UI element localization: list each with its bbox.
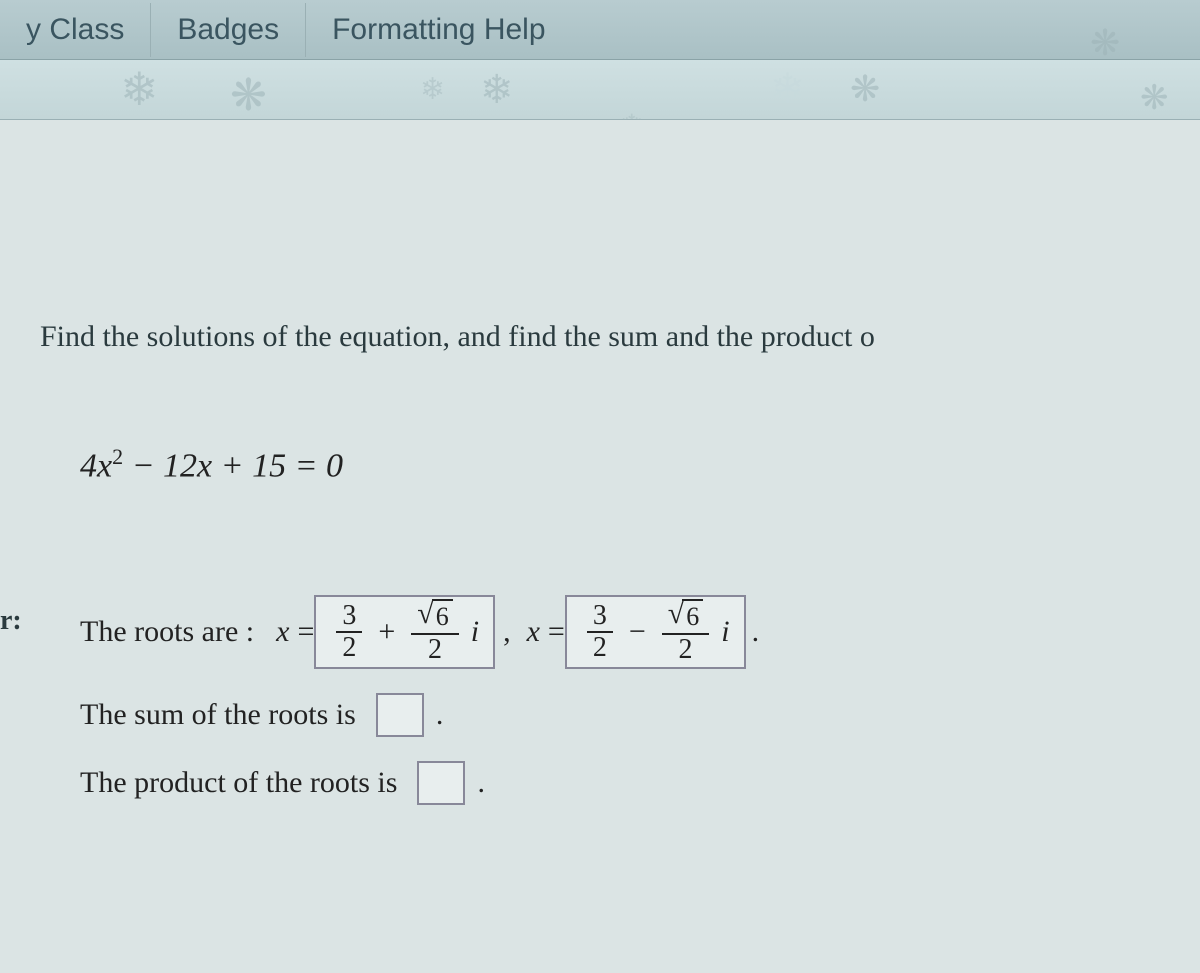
denominator: 2 — [673, 635, 699, 666]
product-line: The product of the roots is . — [80, 761, 1160, 805]
var-x: x — [527, 615, 540, 649]
operator-plus: + — [378, 615, 395, 649]
operator-minus: − — [629, 615, 646, 649]
tab-bar: y Class Badges Formatting Help — [0, 0, 1200, 60]
tab-badges[interactable]: Badges — [151, 3, 306, 57]
denominator: 2 — [587, 633, 613, 664]
tab-formatting-help[interactable]: Formatting Help — [306, 3, 571, 57]
answer-label-r: r: — [0, 605, 22, 637]
coef-a: 4 — [80, 447, 97, 484]
sum-line: The sum of the roots is . — [80, 693, 1160, 737]
product-input[interactable] — [417, 761, 465, 805]
coef-c: + 15 = 0 — [221, 447, 343, 484]
root2-input[interactable]: 3 2 − √6 2 i — [565, 595, 746, 669]
snowflake-icon: ❄ — [770, 64, 805, 114]
tab-class[interactable]: y Class — [0, 3, 151, 57]
numerator: 3 — [336, 601, 362, 634]
content-area: Find the solutions of the equation, and … — [0, 120, 1200, 973]
snowflake-icon: ❋ — [1140, 78, 1169, 118]
equals-sign: = — [297, 615, 314, 649]
snowflake-icon: ❋ — [230, 70, 267, 121]
imaginary-i: i — [721, 615, 729, 649]
fraction: 3 2 — [336, 601, 362, 665]
question-text: Find the solutions of the equation, and … — [40, 320, 1160, 354]
fraction: √6 2 — [662, 599, 709, 665]
numerator: √6 — [411, 599, 458, 634]
snowflake-icon: ❄ — [480, 66, 514, 113]
sqrt-icon: √6 — [668, 599, 703, 632]
radicand: 6 — [432, 599, 453, 632]
var-x: x — [276, 615, 289, 649]
numerator: √6 — [662, 599, 709, 634]
answer-area: r: The roots are : x = 3 2 + √6 2 — [40, 595, 1160, 805]
period: . — [752, 615, 760, 649]
comma: , — [503, 615, 511, 649]
root1-input[interactable]: 3 2 + √6 2 i — [314, 595, 495, 669]
exponent: 2 — [112, 444, 123, 469]
numerator: 3 — [587, 601, 613, 634]
equation: 4x2 − 12x + 15 = 0 — [80, 444, 1160, 485]
snowflake-icon: ❄ — [120, 62, 159, 116]
roots-line: The roots are : x = 3 2 + √6 2 i — [80, 595, 1160, 669]
roots-prefix: The roots are : — [80, 615, 254, 649]
fraction: 3 2 — [587, 601, 613, 665]
var-x: x — [97, 447, 112, 484]
snowflake-icon: ❋ — [1090, 22, 1120, 64]
period: . — [436, 698, 444, 732]
sum-input[interactable] — [376, 693, 424, 737]
fraction: √6 2 — [411, 599, 458, 665]
sqrt-icon: √6 — [417, 599, 452, 632]
period: . — [477, 766, 485, 800]
product-label: The product of the roots is — [80, 766, 397, 800]
radicand: 6 — [682, 599, 703, 632]
decorative-band: ❄ ❋ ❄ ❄ ❄ ❋ ❋ ❋ ❄ — [0, 60, 1200, 120]
snowflake-icon: ❋ — [850, 68, 880, 110]
imaginary-i: i — [471, 615, 479, 649]
coef-b: − 12 — [132, 447, 197, 484]
var-x: x — [197, 447, 212, 484]
denominator: 2 — [422, 635, 448, 666]
denominator: 2 — [336, 633, 362, 664]
snowflake-icon: ❄ — [420, 72, 445, 107]
equals-sign: = — [548, 615, 565, 649]
sum-label: The sum of the roots is — [80, 698, 356, 732]
